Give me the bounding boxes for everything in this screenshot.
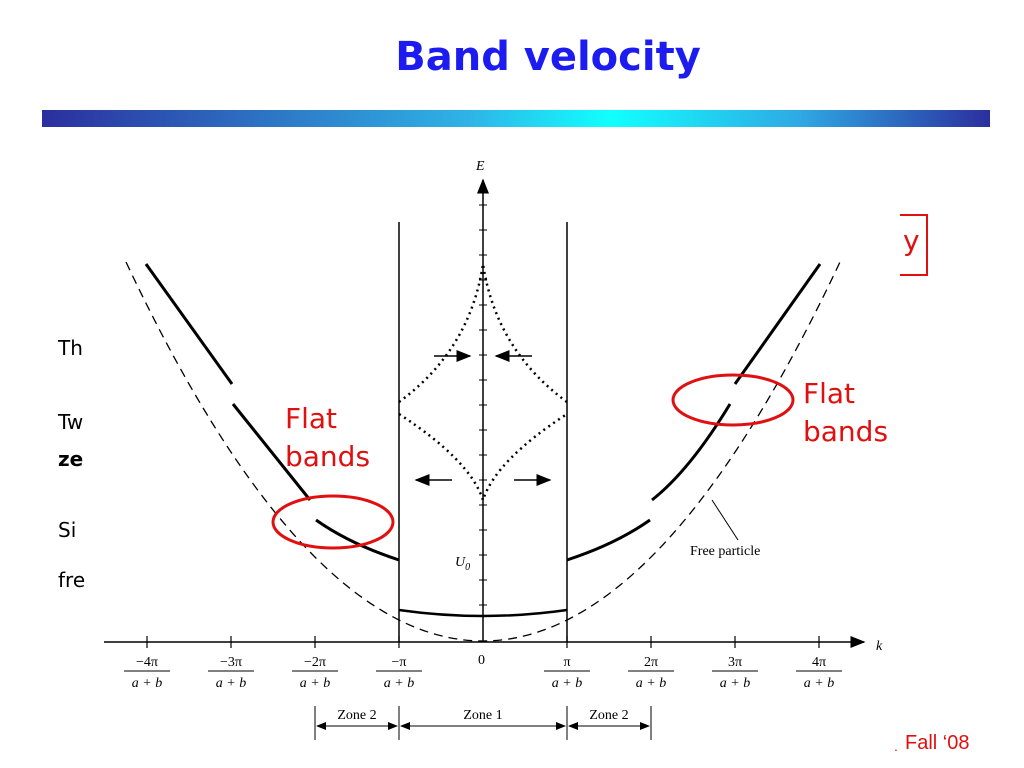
band-2-right bbox=[566, 518, 651, 562]
u0-label: U0 bbox=[455, 555, 470, 573]
hidden-text-line-1: Th bbox=[58, 336, 83, 360]
origin-label: 0 bbox=[478, 653, 485, 668]
energy-axis-label: E bbox=[475, 159, 485, 174]
band-3-left bbox=[231, 403, 312, 501]
tick-label-den: a + b bbox=[132, 676, 162, 691]
flat-bands-note-left: Flat bands bbox=[285, 400, 370, 476]
tick-label-den: a + b bbox=[216, 676, 246, 691]
band-1-reduced bbox=[398, 608, 568, 618]
tick-label-num: π bbox=[563, 655, 570, 670]
zone-1-label: Zone 1 bbox=[463, 708, 502, 723]
band-4-right bbox=[733, 263, 822, 385]
tick-label-den: a + b bbox=[552, 676, 582, 691]
free-particle-curve bbox=[125, 261, 841, 642]
footer-mark: . bbox=[894, 738, 898, 754]
hidden-text-line-4: Si bbox=[58, 518, 77, 542]
flat-bands-note-right-line2: bands bbox=[803, 415, 889, 448]
hidden-text-line-5: fre bbox=[58, 568, 86, 592]
tick-label-den: a + b bbox=[804, 676, 834, 691]
title-underline-bar bbox=[42, 110, 990, 127]
k-axis-label: k bbox=[876, 639, 883, 654]
tick-label-num: 4π bbox=[812, 655, 826, 670]
band-structure-figure: E k 0 U0 −4π a + b −3π bbox=[90, 150, 890, 750]
free-particle-label: Free particle bbox=[690, 544, 760, 559]
band-2-left bbox=[315, 518, 400, 562]
tick-label-num: −π bbox=[392, 655, 407, 670]
tick-label-num: 2π bbox=[644, 655, 658, 670]
tick-label-num: −4π bbox=[136, 655, 158, 670]
mapping-arrows bbox=[414, 350, 552, 486]
tick-label-den: a + b bbox=[384, 676, 414, 691]
zone-indicator bbox=[314, 706, 652, 740]
tick-label-den: a + b bbox=[720, 676, 750, 691]
hidden-text-line-2: Tw bbox=[58, 410, 84, 434]
tick-label-den: a + b bbox=[300, 676, 330, 691]
tick-label-num: −3π bbox=[220, 655, 242, 670]
tick-label-den: a + b bbox=[636, 676, 666, 691]
band-3-right bbox=[651, 403, 732, 502]
energy-axis-ticks bbox=[479, 204, 487, 606]
flat-bands-note-right-line1: Flat bbox=[803, 377, 856, 410]
slide-title: Band velocity bbox=[395, 34, 701, 80]
hidden-text-line-3: ze bbox=[58, 447, 84, 471]
zone-2-left-label: Zone 2 bbox=[337, 708, 376, 723]
flat-bands-note-left-line1: Flat bbox=[285, 402, 338, 435]
flat-bands-note-left-line2: bands bbox=[285, 440, 371, 473]
footer-text: Fall ‘08 bbox=[905, 732, 970, 754]
zone-2-right-label: Zone 2 bbox=[589, 708, 628, 723]
flat-bands-note-right: Flat bands bbox=[803, 375, 888, 451]
tick-label-num: −2π bbox=[304, 655, 326, 670]
boxed-equation-letter: y bbox=[903, 224, 920, 257]
k-tick-labels: −4π a + b −3π a + b −2π a + b −π a + b π… bbox=[124, 655, 842, 691]
tick-label-num: 3π bbox=[728, 655, 742, 670]
free-particle-pointer bbox=[711, 499, 739, 541]
boxed-equation-fragment bbox=[900, 214, 928, 276]
band-4-left bbox=[144, 263, 234, 385]
